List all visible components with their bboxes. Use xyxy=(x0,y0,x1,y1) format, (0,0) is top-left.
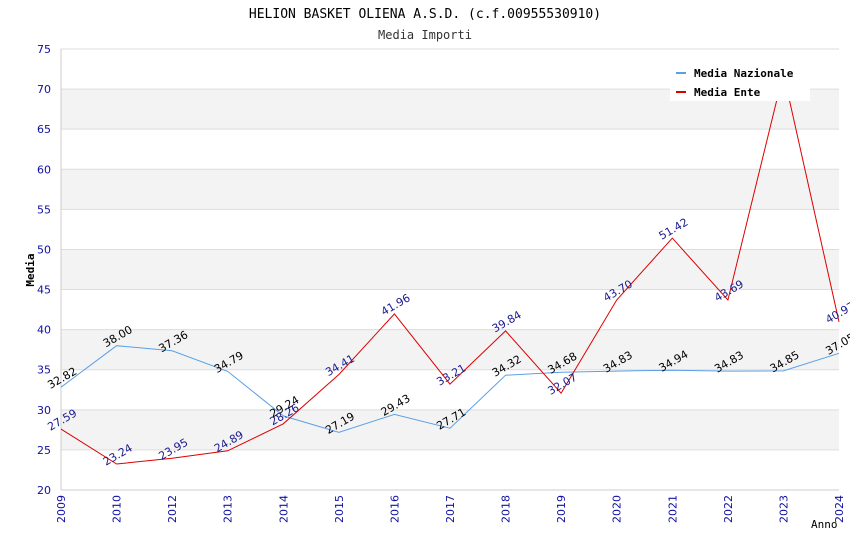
x-tick-label: 2024 xyxy=(833,495,846,523)
y-tick-label: 55 xyxy=(37,203,51,216)
series-line-0 xyxy=(60,345,840,433)
grid-bands xyxy=(61,49,839,490)
x-tick-label: 2020 xyxy=(611,495,624,523)
series-line-1 xyxy=(60,72,840,465)
x-tick-label: 2017 xyxy=(444,495,457,523)
x-axis-label: Anno xyxy=(811,518,838,531)
y-tick-label: 40 xyxy=(37,324,51,337)
x-tick-label: 2012 xyxy=(166,495,179,523)
y-tick-label: 25 xyxy=(37,444,51,457)
grid-band xyxy=(61,249,839,290)
x-tick-label: 2014 xyxy=(277,495,290,523)
x-axis-ticks: 2009 2010 2012 2013 2014 2015 2016 2017 2018 2019… xyxy=(55,495,846,523)
chart-title: HELION BASKET OLIENA A.S.D. (c.f.0095553… xyxy=(249,7,601,22)
grid-band xyxy=(61,409,839,450)
y-tick-label: 65 xyxy=(37,123,51,136)
y-tick-label: 75 xyxy=(37,43,51,56)
x-tick-label: 2010 xyxy=(111,495,124,523)
y-tick-label: 20 xyxy=(37,484,51,497)
x-tick-label: 2022 xyxy=(722,495,735,523)
x-tick-label: 2019 xyxy=(555,495,568,523)
legend-box xyxy=(670,59,810,101)
x-tick-label: 2013 xyxy=(222,495,235,523)
y-tick-label: 50 xyxy=(37,243,51,256)
x-tick-label: 2016 xyxy=(388,495,401,523)
y-tick-label: 35 xyxy=(37,364,51,377)
legend-entry-0: Media Nazionale xyxy=(694,67,794,80)
x-tick-label: 2015 xyxy=(333,495,346,523)
y-tick-label: 30 xyxy=(37,404,51,417)
x-tick-label: 2009 xyxy=(55,495,68,523)
x-tick-label: 2018 xyxy=(500,495,513,523)
y-axis-ticks: 20 25 30 35 40 45 50 55 60 65 70 75 xyxy=(37,43,51,497)
series-lines xyxy=(60,72,840,465)
y-tick-label: 70 xyxy=(37,83,51,96)
grid-band xyxy=(61,329,839,370)
y-tick-label: 60 xyxy=(37,163,51,176)
grid-band xyxy=(61,169,839,210)
chart-subtitle: Media Importi xyxy=(378,28,472,42)
legend: Media Nazionale Media Ente xyxy=(670,59,810,101)
y-tick-label: 45 xyxy=(37,284,51,297)
x-tick-label: 2021 xyxy=(666,495,679,523)
x-tick-label: 2023 xyxy=(777,495,790,523)
y-axis-label: Media xyxy=(24,253,37,286)
legend-entry-1: Media Ente xyxy=(694,86,761,99)
